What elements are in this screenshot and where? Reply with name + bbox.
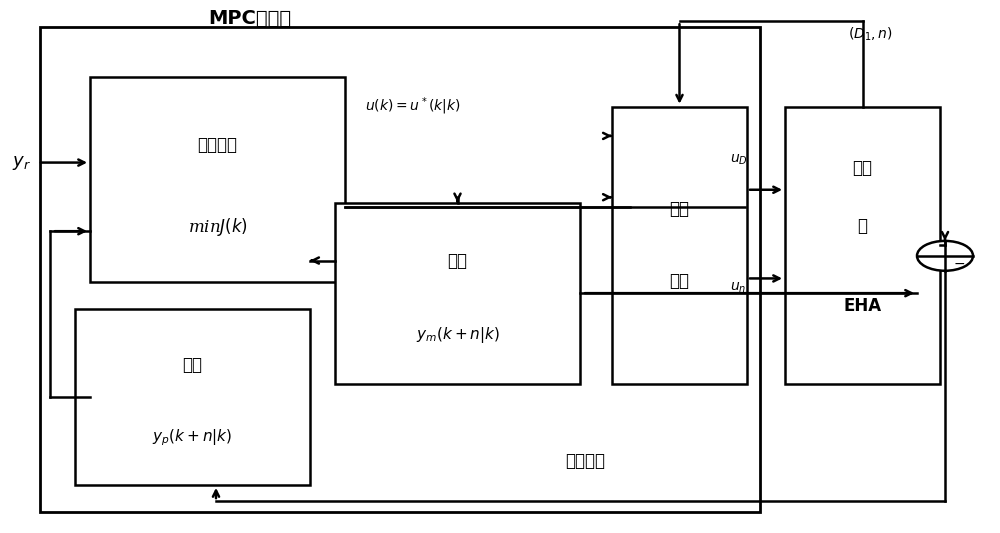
Circle shape <box>917 241 973 271</box>
Text: $(D_1,n)$: $(D_1,n)$ <box>848 26 892 43</box>
Text: $u_n$: $u_n$ <box>730 280 746 295</box>
Text: $u(k)=u^*(k|k)$: $u(k)=u^*(k|k)$ <box>365 96 461 117</box>
Text: $u_D$: $u_D$ <box>730 152 748 167</box>
Text: 入: 入 <box>858 217 868 235</box>
FancyBboxPatch shape <box>40 27 760 512</box>
Text: $y_m(k+n|k)$: $y_m(k+n|k)$ <box>416 325 499 345</box>
Text: min$J(k)$: min$J(k)$ <box>188 216 247 238</box>
Text: −: − <box>953 257 965 271</box>
Text: 反馈校正: 反馈校正 <box>565 452 605 470</box>
Text: 模型: 模型 <box>448 252 468 270</box>
Text: MPC控制器: MPC控制器 <box>208 9 292 28</box>
Text: $y_r$: $y_r$ <box>12 154 31 172</box>
Text: EHA: EHA <box>843 297 882 315</box>
Text: 滚动优化: 滚动优化 <box>198 136 238 154</box>
Text: 分配: 分配 <box>670 272 690 290</box>
FancyBboxPatch shape <box>75 309 310 485</box>
Text: 双输: 双输 <box>852 159 872 176</box>
Text: 控制: 控制 <box>670 200 690 218</box>
Text: 预测: 预测 <box>182 357 202 374</box>
Text: $y_p(k+n|k)$: $y_p(k+n|k)$ <box>152 427 233 448</box>
FancyBboxPatch shape <box>612 107 747 384</box>
FancyBboxPatch shape <box>785 107 940 384</box>
FancyBboxPatch shape <box>335 203 580 384</box>
FancyBboxPatch shape <box>90 77 345 282</box>
